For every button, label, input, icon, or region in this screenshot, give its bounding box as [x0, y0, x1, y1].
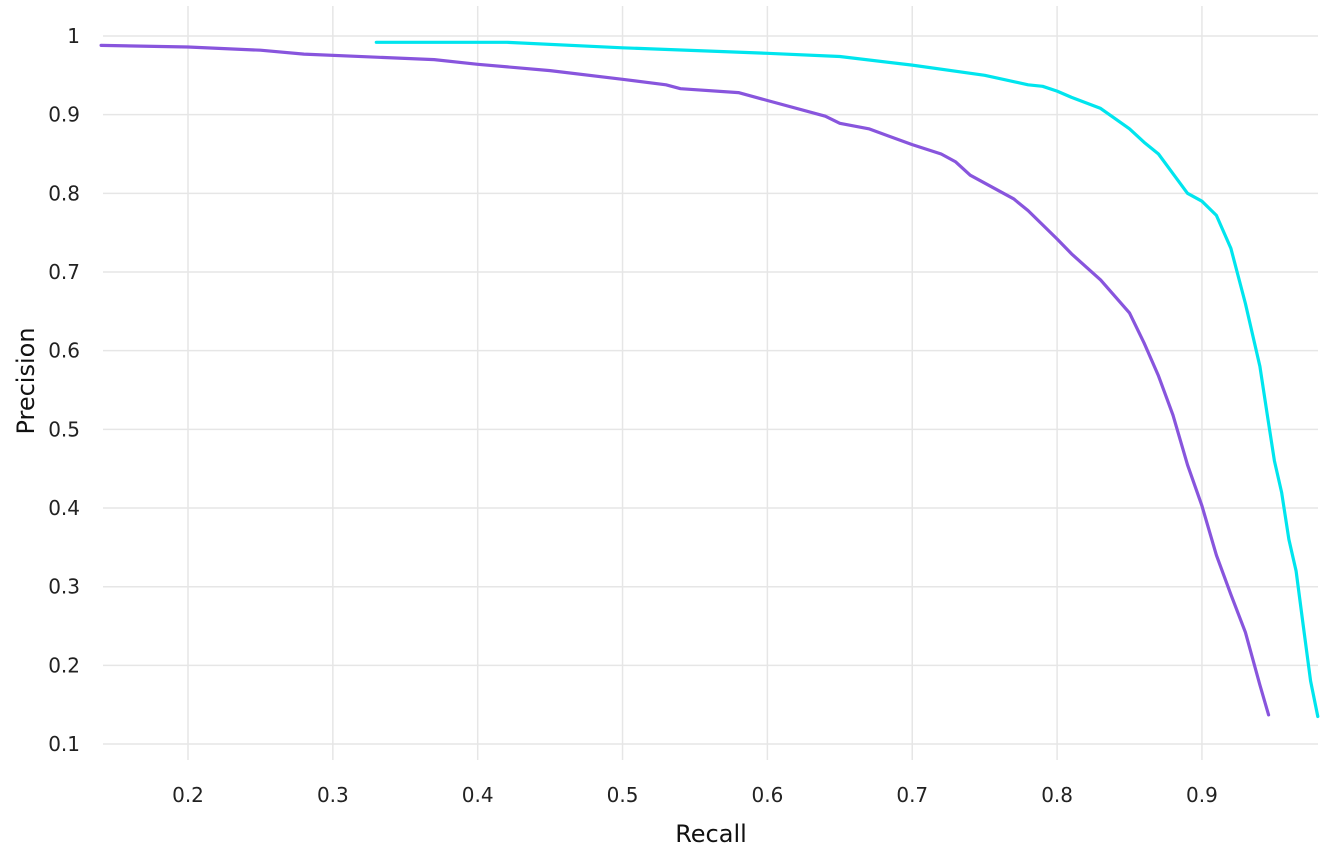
grid-layer [103, 6, 1318, 760]
x-axis-title: Recall [675, 820, 747, 848]
y-tick-label: 0.7 [48, 260, 80, 284]
x-tick-label: 0.5 [607, 783, 639, 807]
y-tick-label: 1 [67, 24, 80, 48]
series-line-purple-curve [99, 43, 1271, 717]
series-line-cyan-curve [374, 40, 1320, 719]
y-tick-label: 0.1 [48, 732, 80, 756]
series-layer [99, 40, 1320, 719]
x-tick-label: 0.4 [462, 783, 494, 807]
y-tick-label: 0.5 [48, 417, 80, 441]
x-tick-label: 0.3 [317, 783, 349, 807]
x-tick-label: 0.8 [1041, 783, 1073, 807]
y-axis-title: Precision [12, 327, 40, 434]
x-tick-label: 0.6 [751, 783, 783, 807]
y-tick-label: 0.8 [48, 181, 80, 205]
y-axis-ticks: 0.1 0.2 0.3 0.4 0.5 0.6 0.7 0.8 0.9 1 [48, 24, 80, 756]
x-axis-ticks: 0.2 0.3 0.4 0.5 0.6 0.7 0.8 0.9 [172, 783, 1218, 807]
y-tick-label: 0.6 [48, 339, 80, 363]
x-tick-label: 0.2 [172, 783, 204, 807]
x-tick-label: 0.7 [896, 783, 928, 807]
y-tick-label: 0.2 [48, 653, 80, 677]
y-tick-label: 0.3 [48, 575, 80, 599]
y-tick-label: 0.4 [48, 496, 80, 520]
x-tick-label: 0.9 [1186, 783, 1218, 807]
y-tick-label: 0.9 [48, 103, 80, 127]
